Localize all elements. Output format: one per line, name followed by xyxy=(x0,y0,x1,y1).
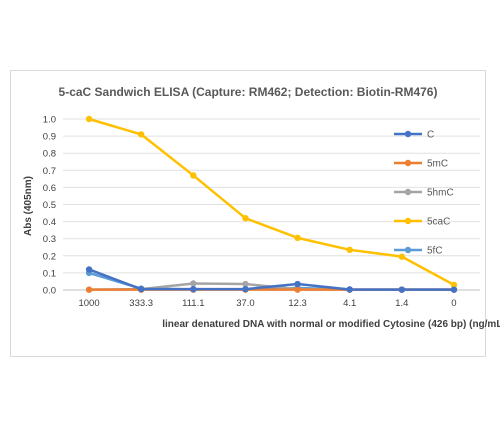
data-point xyxy=(190,172,197,179)
data-point xyxy=(85,286,93,293)
y-tick-label: 0.5 xyxy=(43,200,56,211)
x-tick-label: 12.3 xyxy=(288,298,307,309)
legend: C 5mC 5hmC 5caC 5fC xyxy=(394,130,454,257)
y-tick-label: 0.3 xyxy=(43,234,56,245)
series-line xyxy=(87,117,456,287)
y-axis-title: Abs (405nm) xyxy=(23,176,34,236)
series-5cac xyxy=(85,115,458,289)
y-tick-label: 0.8 xyxy=(43,149,56,160)
x-tick-label: 333.3 xyxy=(129,298,153,309)
legend-item: C xyxy=(394,130,434,141)
y-tick-label: 0.4 xyxy=(43,217,56,228)
x-tick-label: 0 xyxy=(451,298,456,309)
y-tick-label: 1.0 xyxy=(43,115,56,126)
legend-label: 5caC xyxy=(427,217,450,228)
data-point xyxy=(450,286,458,293)
legend-swatch-marker xyxy=(404,130,412,138)
data-point xyxy=(294,280,301,288)
data-point xyxy=(294,286,301,293)
legend-swatch-marker xyxy=(404,217,412,225)
data-point xyxy=(398,286,406,293)
legend-label: 5hmC xyxy=(427,188,454,199)
x-axis-title: linear denatured DNA with normal or modi… xyxy=(162,319,500,330)
x-tick-label: 37.0 xyxy=(236,298,255,309)
series-c xyxy=(85,266,458,293)
data-point xyxy=(294,234,301,242)
data-point xyxy=(190,285,197,293)
y-tick-label: 0.1 xyxy=(43,268,56,279)
legend-item: 5fC xyxy=(394,246,443,257)
y-tick-label: 0.0 xyxy=(43,286,56,297)
data-point xyxy=(85,266,93,273)
series-lines xyxy=(85,115,458,293)
data-point xyxy=(242,285,249,293)
y-tick-label: 0.2 xyxy=(43,251,56,262)
chart-title: 5-caC Sandwich ELISA (Capture: RM462; De… xyxy=(59,85,438,99)
legend-item: 5caC xyxy=(394,217,450,228)
legend-swatch-marker xyxy=(404,159,412,167)
y-tick-label: 0.6 xyxy=(43,183,56,194)
x-tick-label: 4.1 xyxy=(343,298,356,309)
legend-swatch-marker xyxy=(404,246,412,254)
legend-item: 5mC xyxy=(394,159,448,170)
legend-label: 5fC xyxy=(427,246,443,257)
series-line xyxy=(87,268,456,291)
legend-label: 5mC xyxy=(427,159,448,170)
data-point xyxy=(190,280,197,287)
data-point xyxy=(346,286,353,293)
legend-item: 5hmC xyxy=(394,188,454,199)
data-point xyxy=(137,131,145,138)
x-tick-labels: 1000 333.3 111.1 37.0 12.3 4.1 1.4 0 xyxy=(78,298,456,309)
y-tick-labels: 0.0 0.1 0.2 0.3 0.4 0.5 0.6 0.7 0.8 0.9 1.0 xyxy=(43,115,56,297)
x-tick-label: 1.4 xyxy=(395,298,408,309)
x-tick-label: 111.1 xyxy=(182,298,204,309)
data-point xyxy=(242,214,249,222)
legend-label: C xyxy=(427,130,434,141)
data-point xyxy=(242,280,249,288)
data-point xyxy=(346,246,353,254)
x-tick-label: 1000 xyxy=(78,298,99,309)
y-tick-label: 0.9 xyxy=(43,132,56,143)
data-point xyxy=(85,115,93,123)
data-point xyxy=(137,285,145,293)
data-point xyxy=(398,253,406,260)
legend-swatch-marker xyxy=(404,188,412,196)
y-tick-label: 0.7 xyxy=(43,166,56,177)
data-point xyxy=(450,281,458,289)
